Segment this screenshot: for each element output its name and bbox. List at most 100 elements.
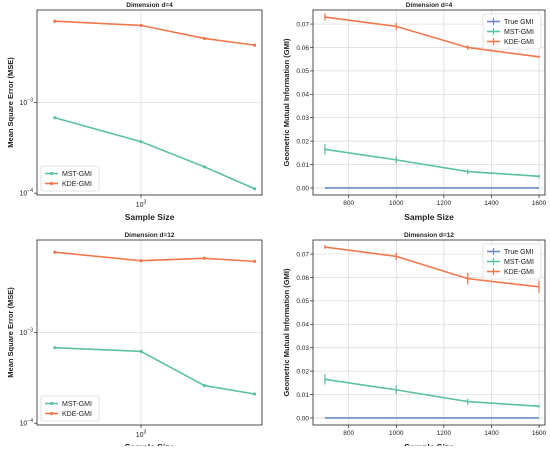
y-tick-label: 10−3: [20, 98, 34, 108]
y-tick-label: 0.04: [296, 322, 309, 329]
data-point: [202, 256, 207, 260]
legend-label: True GMI: [504, 19, 533, 26]
chart-title: Dimension d=4: [126, 2, 173, 9]
legend-box: [482, 243, 542, 280]
legend-box: [40, 395, 100, 422]
y-tick-label: 10−4: [20, 418, 34, 428]
y-tick-label: 0.03: [296, 345, 309, 352]
data-point: [53, 116, 57, 120]
legend-label: MST-GMI: [62, 401, 92, 408]
data-point: [53, 19, 57, 23]
chart-panel-tr: Dimension d=4 800 1000 1200 1400 1600 0.00 0.01…: [282, 2, 547, 222]
chart-panel-tl: Dimension d=4 103 10−3 10−4 Sample Size Mean …: [6, 2, 263, 222]
series-kde-gmi: [324, 13, 540, 59]
plot-frame: [312, 239, 546, 426]
y-tick-label: 0.04: [296, 92, 309, 99]
plot-frame: [312, 9, 546, 196]
x-tick-label: 1000: [389, 430, 404, 437]
y-tick-label: 0.05: [296, 68, 309, 75]
chart-panel-br: Dimension d=12 800 1000 1200 1400 1600 0.00 0.0…: [282, 232, 547, 451]
data-point: [139, 140, 143, 144]
y-tick-label: 0.00: [296, 185, 309, 192]
x-axis-label: Sample Size: [125, 442, 175, 446]
y-tick-label: 0.03: [296, 115, 309, 122]
y-tick-label: 0.00: [296, 415, 309, 422]
x-tick-label: 1600: [532, 430, 547, 437]
legend: True GMI MST-GMI KDE-GMI: [482, 243, 542, 280]
y-tick-label: 0.07: [296, 21, 309, 28]
legend-swatch-marker: [49, 401, 54, 406]
series-mst-gmi: [324, 374, 540, 408]
legend: MST-GMI KDE-GMI: [40, 395, 100, 422]
data-point: [139, 349, 143, 353]
y-axis-label: Mean Square Error (MSE): [6, 287, 15, 378]
legend-swatch-marker: [49, 411, 54, 416]
legend-swatch-marker: [49, 171, 54, 176]
series-line: [324, 148, 540, 178]
legend-label: KDE-GMI: [504, 39, 534, 46]
data-point: [252, 392, 257, 396]
series-mst-gmi: [53, 116, 257, 191]
data-point: [202, 36, 207, 41]
series-kde-gmi: [53, 19, 257, 47]
y-axis-label: Geometric Mutual Information (GMI): [282, 268, 291, 396]
y-tick-label: 0.06: [296, 45, 309, 52]
series-kde-gmi: [53, 250, 257, 263]
y-tick-label: 10−3: [20, 328, 34, 338]
legend-label: True GMI: [504, 249, 533, 256]
x-tick-label: 103: [136, 430, 147, 440]
data-point: [252, 259, 257, 263]
x-tick-label: 1400: [484, 200, 499, 207]
x-tick-label: 1000: [389, 200, 404, 207]
series-line: [324, 378, 540, 408]
data-point: [202, 383, 207, 388]
series-mst-gmi: [53, 346, 257, 396]
x-axis-label: Sample Size: [404, 442, 454, 446]
series-line: [324, 16, 540, 58]
legend-label: KDE-GMI: [62, 411, 92, 418]
x-tick-label: 800: [343, 200, 354, 207]
series-line: [54, 20, 255, 46]
legend-label: KDE-GMI: [62, 181, 92, 188]
chart-panel-bl: Dimension d=12 103 10−3 10−4 Sample Size Mean…: [6, 232, 263, 451]
chart-title: Dimension d=12: [124, 232, 174, 239]
x-axis-label: Sample Size: [404, 212, 454, 222]
chart-title: Dimension d=12: [404, 232, 454, 239]
series-line: [54, 116, 255, 190]
y-tick-label: 0.02: [296, 138, 309, 145]
series-mst-gmi: [324, 144, 540, 179]
x-tick-label: 103: [136, 200, 147, 210]
x-tick-label: 1400: [484, 430, 499, 437]
y-tick-label: 0.02: [296, 368, 309, 375]
y-tick-label: 10−4: [20, 188, 34, 198]
x-axis-label: Sample Size: [125, 212, 175, 222]
legend-label: MST-GMI: [62, 171, 92, 178]
y-tick-label: 0.07: [296, 251, 309, 258]
x-tick-label: 1200: [437, 200, 452, 207]
series-kde-gmi: [324, 245, 540, 293]
legend-box: [40, 165, 100, 192]
x-tick-label: 1600: [532, 200, 547, 207]
legend-label: MST-GMI: [504, 29, 534, 36]
y-tick-label: 0.01: [296, 162, 309, 169]
legend-label: MST-GMI: [504, 259, 534, 266]
y-axis-label: Geometric Mutual Information (GMI): [282, 38, 291, 166]
x-tick-label: 1200: [437, 430, 452, 437]
data-point: [139, 259, 143, 263]
y-tick-label: 0.01: [296, 392, 309, 399]
legend-box: [482, 13, 542, 50]
data-point: [139, 23, 143, 28]
series-line: [54, 251, 255, 263]
series-line: [324, 246, 540, 288]
y-tick-label: 0.06: [296, 275, 309, 282]
x-tick-label: 800: [343, 430, 354, 437]
legend-swatch-marker: [49, 181, 54, 186]
legend: MST-GMI KDE-GMI: [40, 165, 100, 192]
data-point: [53, 346, 57, 350]
data-point: [252, 187, 257, 191]
y-axis-label: Mean Square Error (MSE): [6, 57, 15, 148]
data-point: [53, 250, 57, 254]
chart-title: Dimension d=4: [406, 2, 453, 9]
